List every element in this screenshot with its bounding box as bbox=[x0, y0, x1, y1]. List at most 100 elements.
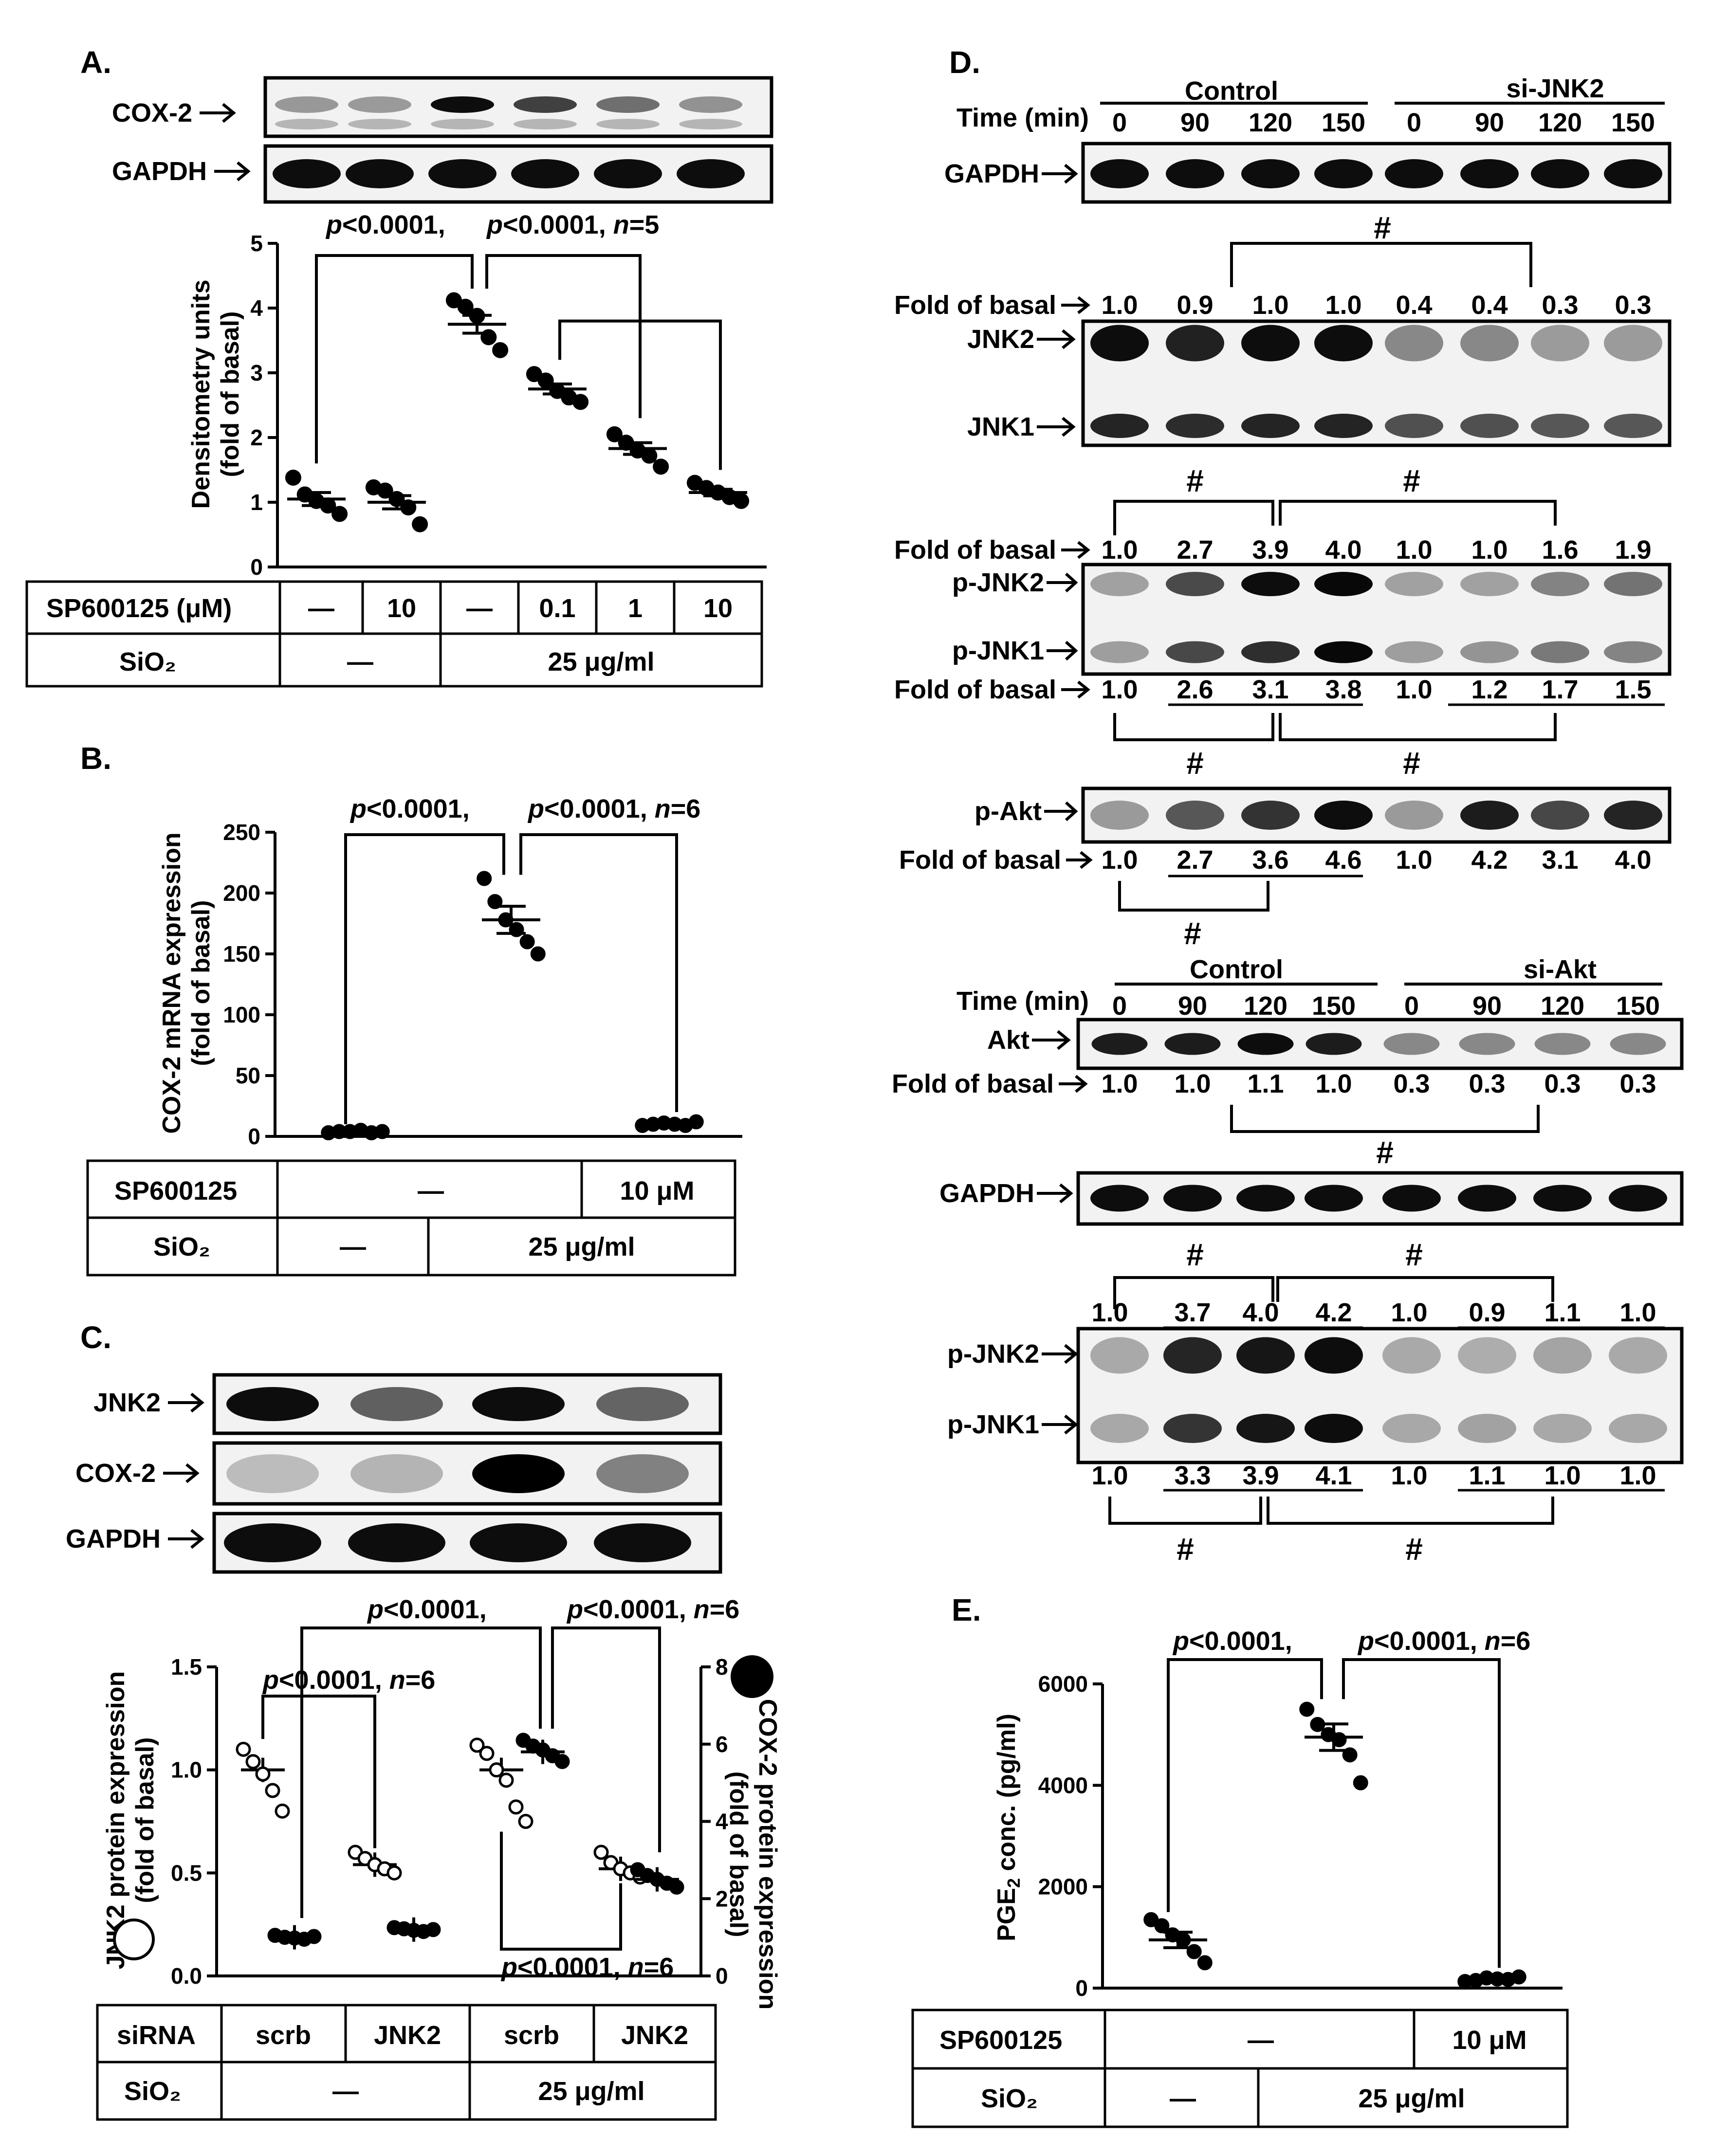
jnk2-point bbox=[498, 1772, 514, 1788]
blot-band bbox=[1385, 572, 1443, 596]
panel-c-label: C. bbox=[80, 1320, 111, 1355]
arrow-icon bbox=[200, 103, 236, 123]
blot-band bbox=[1091, 1033, 1148, 1055]
c-ylabel-left-1: JNK2 protein expression bbox=[102, 1671, 130, 1970]
d-row-jnk2: JNK2 bbox=[967, 325, 1034, 354]
blot-band bbox=[470, 1523, 567, 1562]
e-point bbox=[1186, 1944, 1202, 1959]
table-b-cell: — bbox=[418, 1176, 444, 1206]
jnk2-point bbox=[593, 1845, 609, 1860]
y-tick-label: 100 bbox=[223, 1002, 260, 1027]
blot-c-row-cox2: COX-2 bbox=[75, 1459, 156, 1488]
d-fold-value: 3.6 bbox=[1252, 845, 1288, 875]
table-a-row1-label: SP600125 (μM) bbox=[46, 594, 232, 623]
blot-band bbox=[596, 1454, 689, 1493]
y-tick-label: 200 bbox=[223, 880, 260, 906]
blot-band bbox=[1164, 1033, 1221, 1055]
d-time-value: 90 bbox=[1180, 108, 1210, 137]
a-point bbox=[457, 298, 474, 315]
d-fold-value: 1.0 bbox=[1619, 1298, 1656, 1327]
blot-band bbox=[1382, 1414, 1441, 1443]
stat-b-1: p<0.0001, bbox=[349, 794, 470, 823]
blot-band bbox=[1609, 1414, 1667, 1443]
a-point bbox=[549, 383, 566, 399]
blot-band bbox=[1460, 325, 1519, 362]
table-e-row2-label: SiO₂ bbox=[981, 2084, 1038, 2113]
d-fold-value: 3.7 bbox=[1174, 1298, 1211, 1327]
blot-band bbox=[1241, 325, 1300, 362]
d-fold-value: 1.0 bbox=[1391, 1461, 1427, 1490]
arrow-icon bbox=[1042, 1344, 1078, 1364]
table-a-cell: 0.1 bbox=[539, 594, 575, 623]
d-fold-value: 1.0 bbox=[1252, 291, 1288, 320]
y-tick-label: 2000 bbox=[1038, 1874, 1088, 1900]
a-point bbox=[377, 482, 393, 499]
d-fold-value: 0.3 bbox=[1469, 1069, 1505, 1098]
d-group2-control: Control bbox=[1190, 955, 1283, 984]
blot-c-cox2 bbox=[212, 1441, 722, 1506]
c-ylabel-left-2: (fold of basal) bbox=[131, 1737, 159, 1903]
d-fold-value: 4.2 bbox=[1315, 1298, 1352, 1327]
panel-d: D. Control si-JNK2 Time (min) 0 90 120 150 0… bbox=[892, 45, 1684, 1567]
d-fold-value: 1.0 bbox=[1619, 1461, 1656, 1490]
blot-band bbox=[1166, 572, 1224, 596]
d-fold-value: 1.0 bbox=[1396, 675, 1432, 704]
table-a-cell: 25 μg/ml bbox=[548, 647, 654, 676]
blot-band bbox=[1609, 1337, 1667, 1374]
blot-band bbox=[1237, 1033, 1294, 1055]
blot-band bbox=[1531, 414, 1589, 438]
b-point bbox=[509, 922, 524, 937]
cox2-point bbox=[425, 1922, 441, 1937]
e-ylabel: PGE2 conc. (pg/ml) bbox=[993, 1714, 1024, 1941]
arrow-icon bbox=[1061, 296, 1090, 314]
y-tick-label: 1 bbox=[250, 490, 263, 515]
d-time-value: 120 bbox=[1249, 108, 1292, 137]
cox2-point bbox=[554, 1754, 570, 1769]
y-tick-label: 2 bbox=[250, 425, 263, 450]
blot-band bbox=[1305, 1185, 1363, 1212]
blot-a-row-cox2: COX-2 bbox=[112, 98, 192, 128]
arrow-icon bbox=[163, 1463, 200, 1483]
d-fold-value: 1.1 bbox=[1247, 1069, 1284, 1098]
c-ylabel-right-1: COX-2 protein expression bbox=[754, 1699, 782, 2010]
d-row-gapdh: GAPDH bbox=[944, 159, 1039, 188]
e-point bbox=[1197, 1955, 1213, 1971]
y-tick-label: 4000 bbox=[1038, 1772, 1088, 1798]
hash-mark: # bbox=[1186, 1237, 1204, 1272]
b-ylabel-2: (fold of basal) bbox=[187, 900, 215, 1066]
d-group2-siakt: si-Akt bbox=[1524, 955, 1597, 984]
table-c-cell: — bbox=[332, 2077, 359, 2106]
d-time-label-2: Time (min) bbox=[956, 987, 1089, 1016]
blot-band bbox=[1531, 325, 1589, 362]
panel-a-label: A. bbox=[80, 45, 111, 80]
table-c-row2-label: SiO₂ bbox=[124, 2077, 181, 2106]
jnk2-point bbox=[236, 1741, 251, 1757]
table-b-row1-label: SP600125 bbox=[114, 1176, 237, 1206]
blot-band bbox=[431, 119, 494, 129]
a-point bbox=[388, 491, 405, 507]
sig-bracket bbox=[500, 1831, 622, 1951]
blot-band bbox=[1314, 414, 1373, 438]
blot-band bbox=[1163, 1414, 1222, 1443]
hash-mark: # bbox=[1403, 463, 1420, 498]
d-fold-value: 4.2 bbox=[1471, 845, 1508, 875]
blot-band bbox=[1385, 801, 1443, 830]
blot-band bbox=[1460, 641, 1519, 663]
blot-band bbox=[1166, 414, 1224, 438]
blot-band bbox=[1533, 1185, 1592, 1212]
panel-e-label: E. bbox=[952, 1592, 981, 1627]
d-fold-value: 1.0 bbox=[1396, 845, 1432, 875]
blot-band bbox=[1609, 1185, 1667, 1212]
blot-band bbox=[1531, 572, 1589, 596]
d-row-jnk1: JNK1 bbox=[967, 412, 1034, 441]
d-time-value: 150 bbox=[1616, 991, 1660, 1021]
arrow-icon bbox=[168, 1529, 204, 1549]
blot-band bbox=[1385, 325, 1443, 362]
d-row-akt: Akt bbox=[987, 1025, 1030, 1055]
hash-mark: # bbox=[1403, 746, 1420, 781]
chart-b: 0 50 100 150 200 250 bbox=[223, 820, 742, 1149]
arrow-icon bbox=[1061, 680, 1090, 699]
d-fold-value: 3.8 bbox=[1325, 675, 1361, 704]
blot-band bbox=[1460, 801, 1519, 830]
d-fold-value: 1.0 bbox=[1101, 1069, 1138, 1098]
